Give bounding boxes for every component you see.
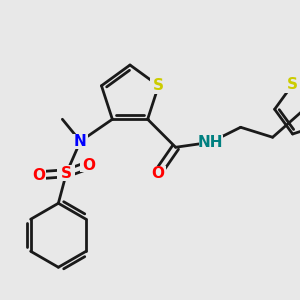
FancyBboxPatch shape [57,165,75,181]
Text: S: S [287,77,298,92]
Text: O: O [151,166,164,181]
Text: N: N [74,134,87,149]
FancyBboxPatch shape [199,135,223,150]
Text: O: O [32,168,45,183]
FancyBboxPatch shape [80,158,96,172]
Text: NH: NH [198,135,224,150]
Text: O: O [82,158,95,173]
FancyBboxPatch shape [284,76,300,92]
FancyBboxPatch shape [30,168,46,182]
FancyBboxPatch shape [149,78,167,94]
Text: S: S [153,78,164,93]
FancyBboxPatch shape [72,134,88,149]
FancyBboxPatch shape [150,166,166,180]
Text: S: S [61,166,72,181]
